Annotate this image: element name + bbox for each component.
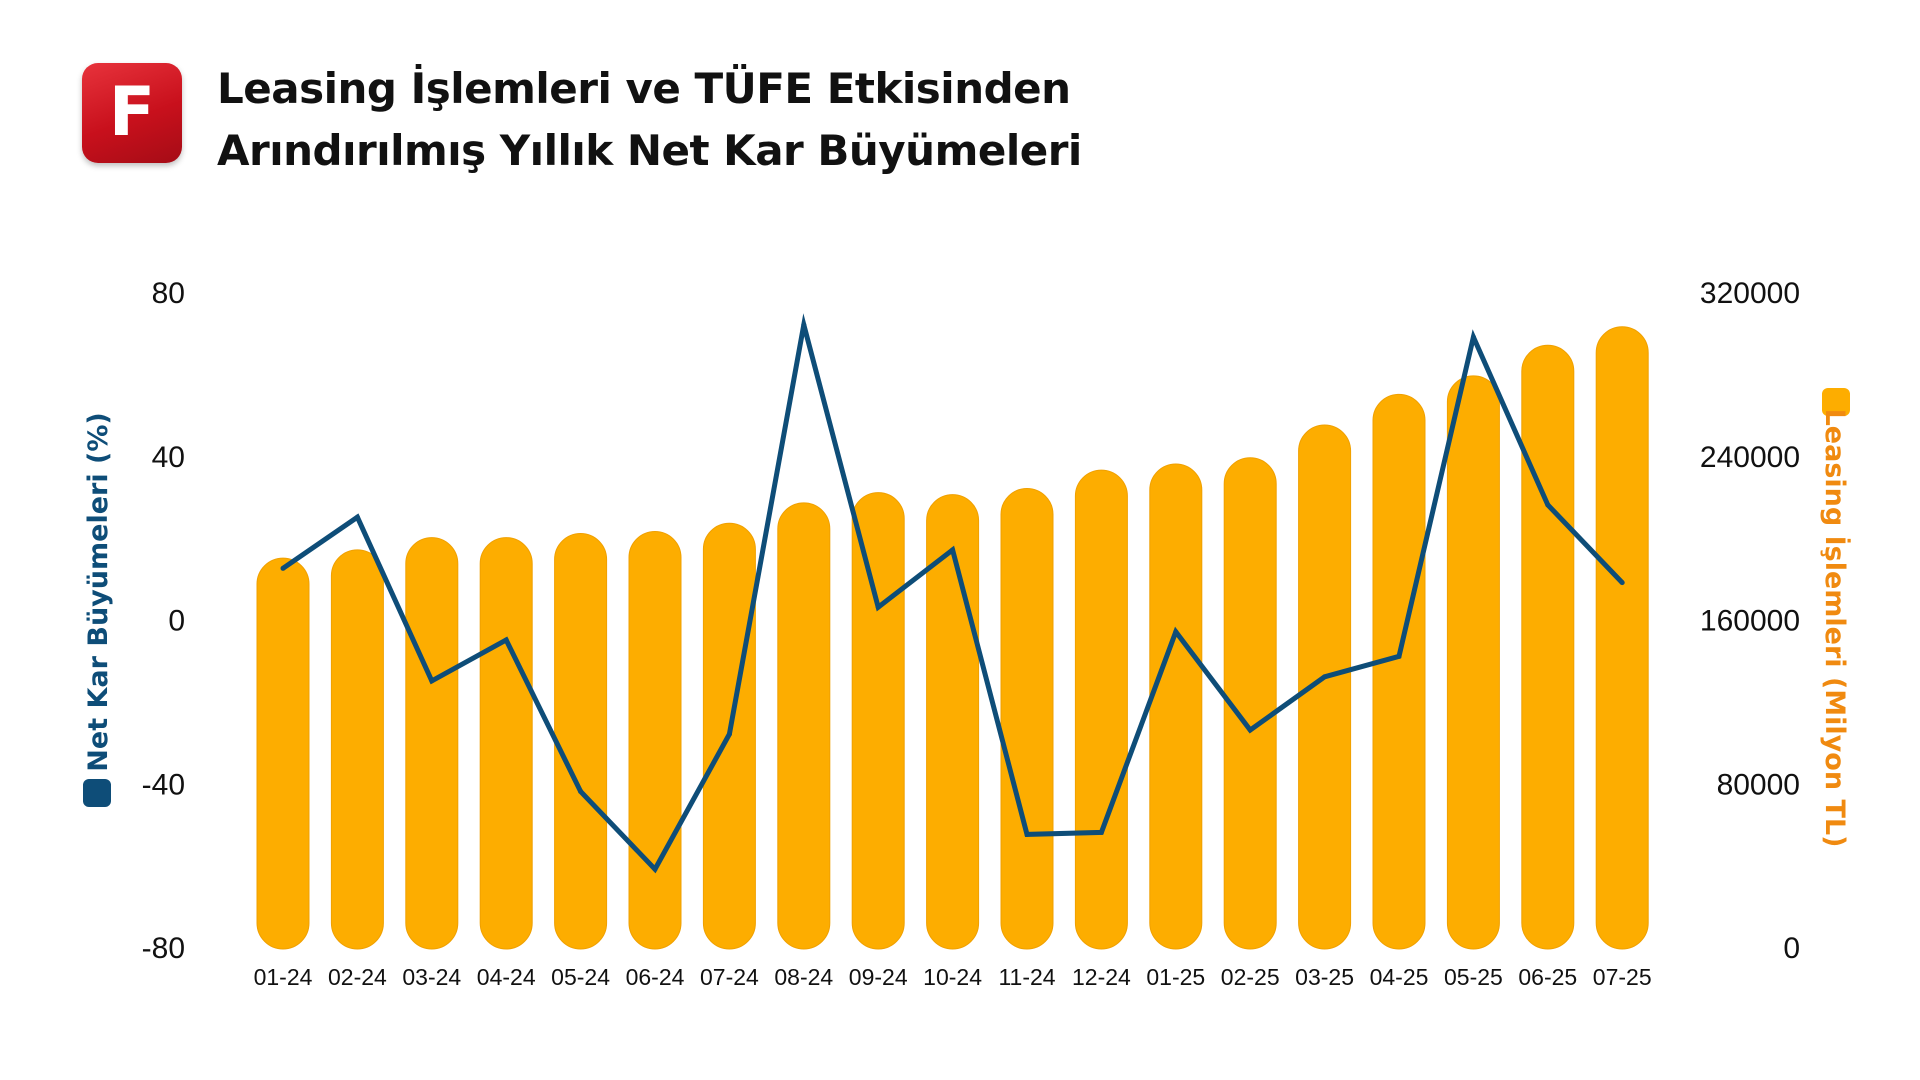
x-tick-label: 04-24 <box>477 964 536 990</box>
x-tick-label: 11-24 <box>998 964 1055 990</box>
line-point-08-24 <box>801 322 807 328</box>
x-tick-label: 05-24 <box>551 964 610 990</box>
bar-09-24 <box>851 492 905 950</box>
bar-series <box>256 326 1649 950</box>
line-point-03-25 <box>1322 674 1328 680</box>
right-tick-label: 320000 <box>1700 277 1800 310</box>
line-point-10-24 <box>950 547 956 553</box>
left-axis-legend: Net Kar Büyümeleri (%) <box>83 412 114 807</box>
line-point-05-25 <box>1470 334 1476 340</box>
left-tick-label: -80 <box>142 932 185 965</box>
line-point-04-24 <box>503 637 509 643</box>
left-axis-label: Net Kar Büyümeleri (%) <box>83 412 114 771</box>
x-tick-label: 12-24 <box>1072 964 1131 990</box>
left-tick-label: -40 <box>142 768 185 801</box>
x-tick-label: 08-24 <box>774 964 833 990</box>
x-tick-label: 07-24 <box>700 964 759 990</box>
x-tick-label: 05-25 <box>1444 964 1503 990</box>
right-legend-swatch <box>1822 388 1850 416</box>
x-tick-label: 10-24 <box>923 964 982 990</box>
bar-06-24 <box>628 530 682 950</box>
right-tick-label: 160000 <box>1700 605 1800 638</box>
line-point-06-24 <box>652 866 658 872</box>
line-point-02-25 <box>1247 727 1253 733</box>
x-tick-label: 03-24 <box>402 964 461 990</box>
bar-01-25 <box>1149 463 1203 950</box>
chart-title: Leasing İşlemleri ve TÜFE Etkisinden Arı… <box>217 58 1417 182</box>
bar-08-24 <box>777 502 831 950</box>
x-tick-label: 06-24 <box>626 964 685 990</box>
x-tick-label: 03-25 <box>1295 964 1354 990</box>
bar-04-24 <box>479 537 533 950</box>
x-tick-label: 07-25 <box>1593 964 1652 990</box>
bar-12-24 <box>1074 469 1128 950</box>
bar-06-25 <box>1521 344 1575 950</box>
title-line-2: Arındırılmış Yıllık Net Kar Büyümeleri <box>217 126 1082 175</box>
left-tick-label: 40 <box>152 441 185 474</box>
line-point-02-24 <box>354 514 360 520</box>
x-tick-label: 02-25 <box>1221 964 1280 990</box>
x-tick-label: 09-24 <box>849 964 908 990</box>
left-axis-ticks: 80 40 0 -40 -80 <box>142 277 185 965</box>
bar-04-25 <box>1372 393 1426 950</box>
line-point-12-24 <box>1098 829 1104 835</box>
right-tick-label: 0 <box>1783 932 1800 965</box>
line-point-04-25 <box>1396 653 1402 659</box>
right-axis-label: Leasing İşlemleri (Milyon TL) <box>1819 409 1851 848</box>
line-point-06-25 <box>1545 502 1551 508</box>
logo-letter: F <box>108 73 156 152</box>
line-series <box>280 313 1625 874</box>
line-point-07-25 <box>1619 580 1625 586</box>
right-tick-label: 240000 <box>1700 441 1800 474</box>
left-tick-label: 0 <box>168 605 185 638</box>
line-point-11-24 <box>1024 831 1030 837</box>
left-tick-label: 80 <box>152 277 185 310</box>
bar-02-24 <box>330 549 384 950</box>
bar-03-25 <box>1298 424 1352 950</box>
line-point-09-24 <box>875 604 881 610</box>
brand-logo: F <box>82 63 182 163</box>
right-axis-legend: Leasing İşlemleri (Milyon TL) <box>1819 388 1851 847</box>
x-axis-ticks: 01-24 02-24 03-24 04-24 05-24 06-24 07-24 08-24… <box>254 964 1652 990</box>
line-point-01-24 <box>280 565 286 571</box>
right-tick-label: 80000 <box>1717 768 1800 801</box>
line-point-07-24 <box>726 731 732 737</box>
x-tick-label: 06-25 <box>1518 964 1577 990</box>
right-axis-ticks: 320000 240000 160000 80000 0 <box>1700 277 1800 965</box>
line-point-03-24 <box>429 678 435 684</box>
x-tick-label: 01-24 <box>254 964 313 990</box>
bar-05-24 <box>554 533 608 950</box>
bar-11-24 <box>1000 488 1054 950</box>
bar-03-24 <box>405 537 459 950</box>
x-tick-label: 01-25 <box>1146 964 1205 990</box>
x-tick-label: 02-24 <box>328 964 387 990</box>
bar-05-25 <box>1446 375 1500 950</box>
x-tick-label: 04-25 <box>1370 964 1429 990</box>
bar-02-25 <box>1223 457 1277 950</box>
bar-01-24 <box>256 557 310 950</box>
line-point-05-24 <box>578 788 584 794</box>
bar-07-25 <box>1595 326 1649 950</box>
left-legend-swatch <box>83 779 111 807</box>
line-point-01-25 <box>1173 629 1179 635</box>
title-line-1: Leasing İşlemleri ve TÜFE Etkisinden <box>217 64 1071 113</box>
